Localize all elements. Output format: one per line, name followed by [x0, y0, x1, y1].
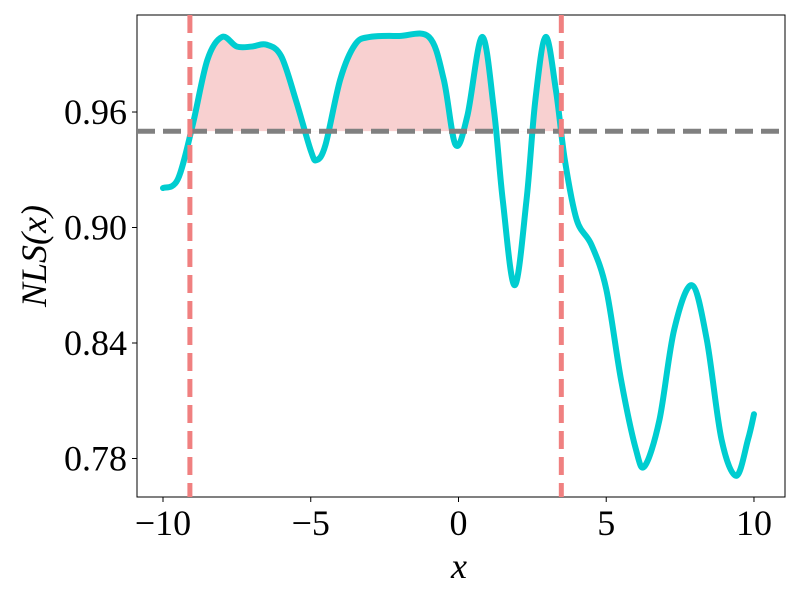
- plot-frame: [136, 14, 786, 498]
- highlight-fill: [189, 33, 562, 132]
- x-tick-label: 10: [736, 503, 772, 543]
- y-tick-label: 0.96: [64, 92, 127, 132]
- data-line: [160, 30, 757, 479]
- y-axis-label: NLS(x): [14, 205, 54, 308]
- x-tick-label: 0: [449, 503, 467, 543]
- plot-layer: [137, 15, 785, 497]
- y-tick-label: 0.84: [64, 323, 127, 363]
- x-tick-label: −5: [292, 503, 330, 543]
- x-axis-label: x: [450, 546, 467, 586]
- y-tick-label: 0.90: [64, 208, 127, 248]
- x-tick-label: −10: [135, 503, 191, 543]
- y-tick-label: 0.78: [64, 439, 127, 479]
- x-tick-label: 5: [597, 503, 615, 543]
